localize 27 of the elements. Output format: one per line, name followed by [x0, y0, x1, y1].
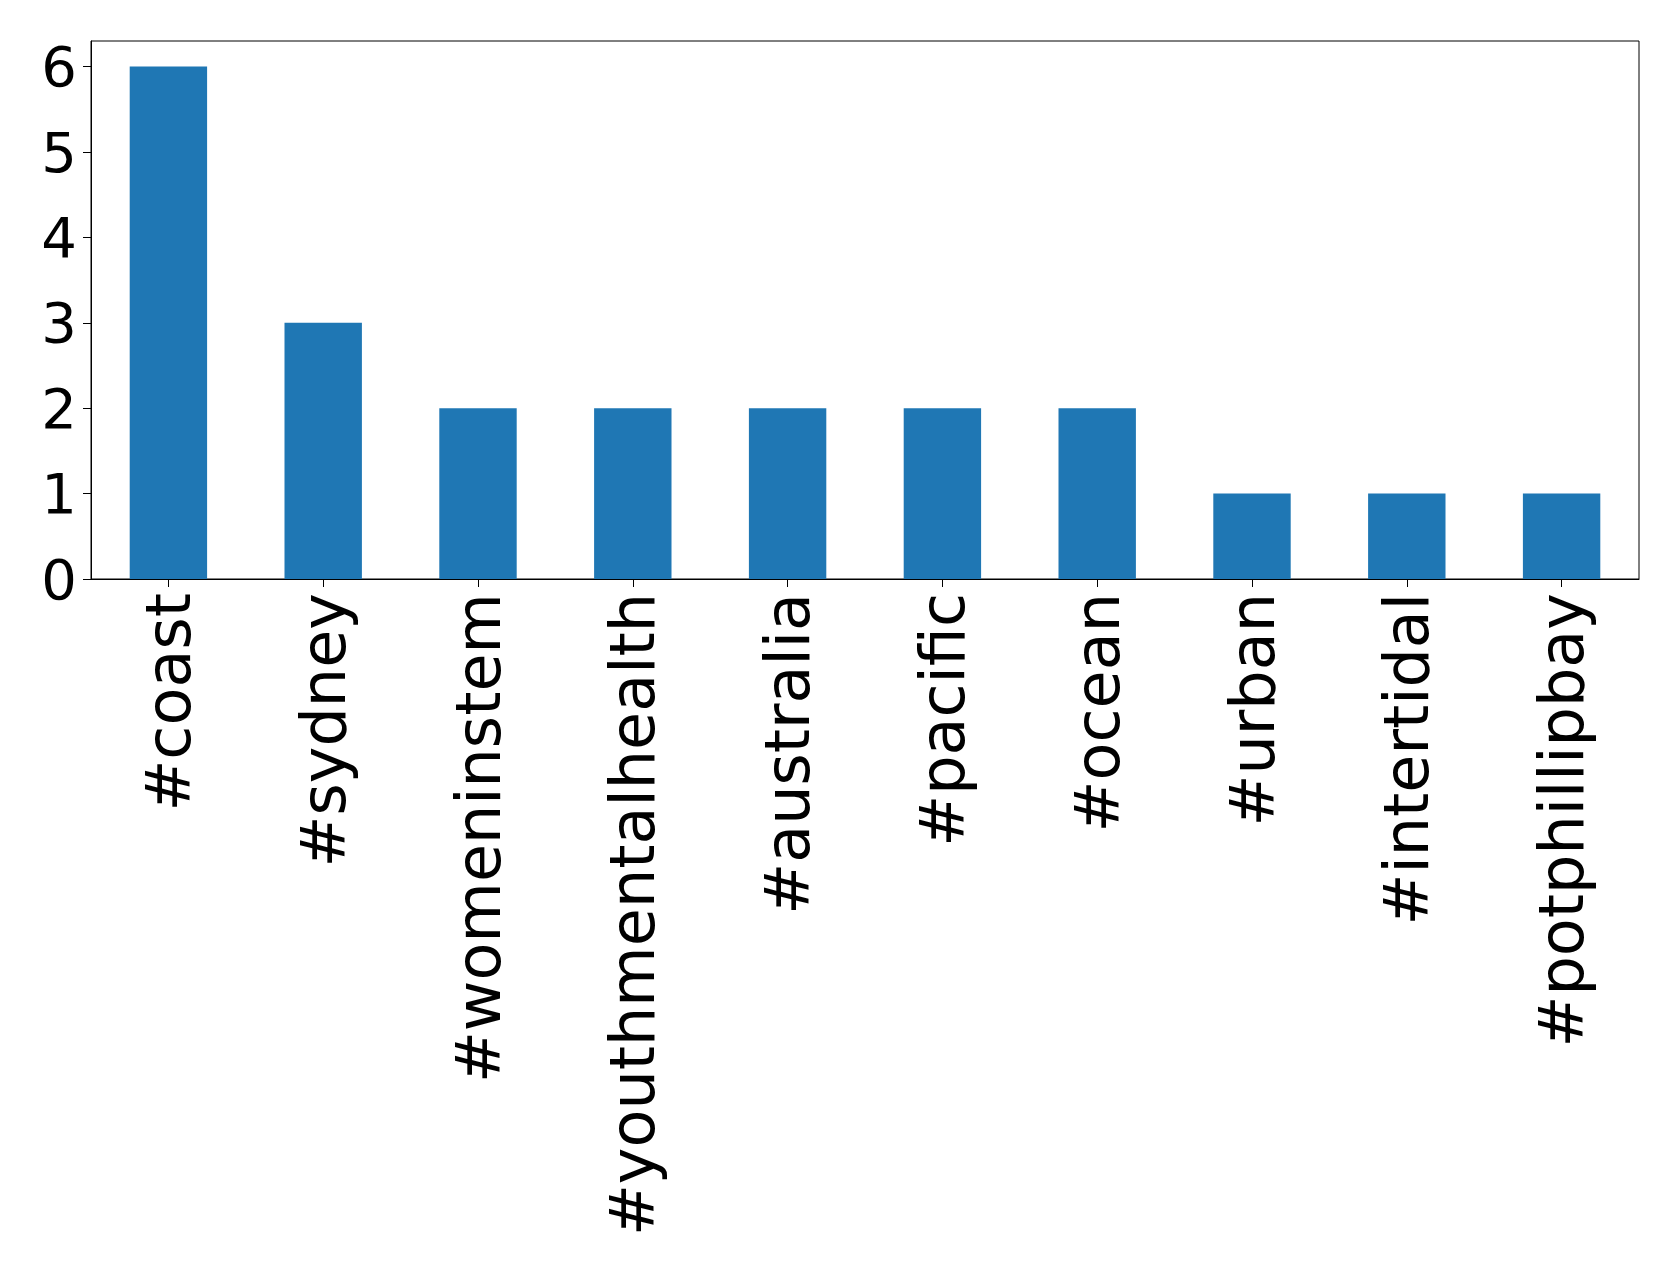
x-tick-label: #womeninstem	[441, 593, 515, 1084]
y-tick-label: 1	[41, 461, 77, 527]
x-tick-label: #australia	[751, 593, 825, 915]
bar	[1522, 493, 1601, 579]
bar	[1368, 493, 1446, 579]
bar	[748, 408, 827, 579]
bar	[439, 408, 517, 579]
bar	[903, 408, 982, 579]
x-tick-label: #potphillipbay	[1525, 593, 1599, 1048]
x-tick-label: #intertidal	[1370, 593, 1444, 926]
y-tick-label: 6	[41, 34, 77, 100]
bar	[1213, 493, 1291, 579]
x-tick-label: #pacific	[905, 593, 979, 847]
y-tick-label: 4	[41, 204, 77, 270]
bar	[1058, 408, 1136, 579]
y-tick-label: 3	[41, 290, 77, 356]
y-tick-label: 2	[41, 375, 77, 441]
x-tick-label: #urban	[1215, 593, 1289, 827]
y-tick-label: 0	[41, 546, 77, 612]
x-tick-label: #coast	[131, 593, 205, 812]
x-tick-label: #ocean	[1060, 593, 1134, 833]
y-tick-label: 5	[41, 119, 77, 185]
x-tick-label: #sydney	[286, 593, 360, 868]
x-tick-label: #youthmentalhealth	[596, 593, 670, 1237]
bar	[284, 322, 362, 579]
bar	[129, 66, 208, 579]
bar	[594, 408, 672, 579]
